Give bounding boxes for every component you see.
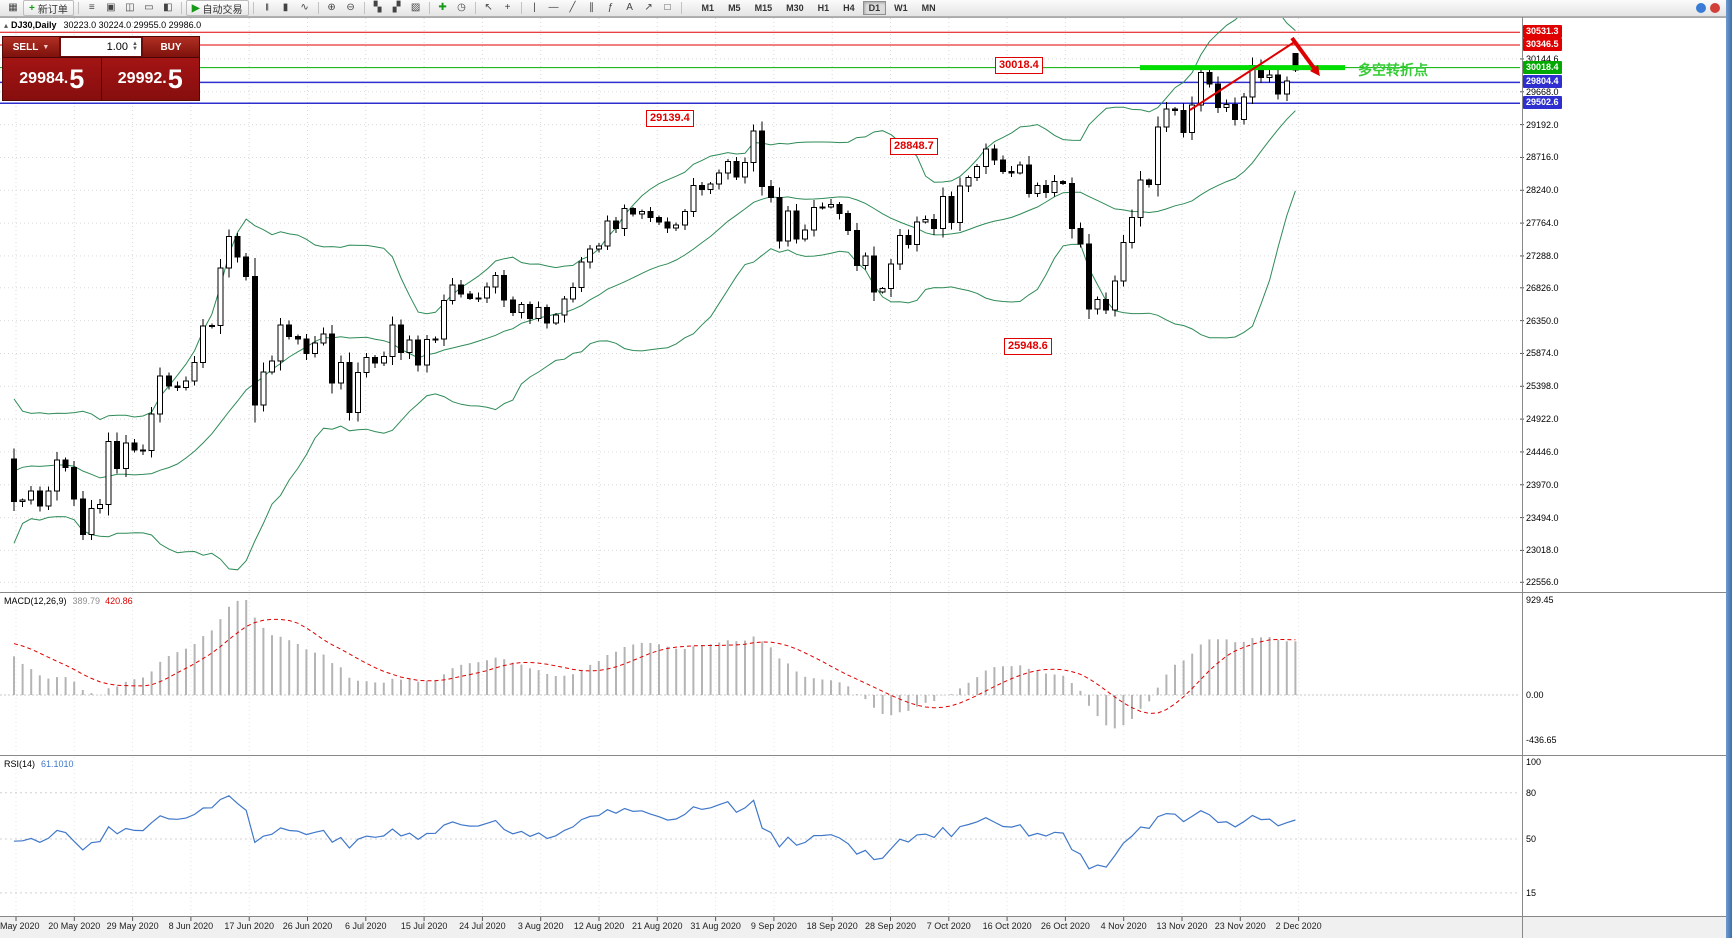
periods-icon[interactable]: ◷ bbox=[457, 2, 466, 13]
fibonacci-icon[interactable]: ƒ bbox=[607, 2, 614, 13]
toolbar-separator bbox=[680, 2, 682, 14]
data-window-icon[interactable]: ▣ bbox=[106, 2, 116, 13]
vertical-line-icon[interactable]: | bbox=[533, 2, 536, 13]
macd-main-value: 389.79 bbox=[72, 596, 101, 606]
volume-input[interactable]: 1.00 ▲ ▼ bbox=[61, 38, 141, 56]
toolbar-separator bbox=[317, 2, 319, 14]
sell-price[interactable]: 29984. 5 bbox=[3, 58, 102, 100]
strategy-tester-icon[interactable]: ◧ bbox=[163, 2, 173, 13]
cursor-icon[interactable]: ↖ bbox=[484, 2, 493, 13]
new-order-button-label: 新订单 bbox=[37, 4, 68, 16]
shapes-icon[interactable]: □ bbox=[664, 2, 671, 13]
sell-button[interactable]: SELL ▼ bbox=[3, 37, 59, 57]
timeframe-w1[interactable]: W1 bbox=[894, 3, 908, 13]
new-order-button[interactable]: + 新订单 bbox=[23, 0, 74, 16]
timeframe-h4[interactable]: H4 bbox=[843, 3, 855, 13]
toolbar-separator bbox=[428, 2, 430, 14]
bar-chart-icon[interactable]: ||| bbox=[265, 4, 268, 11]
connection-status-icon bbox=[1696, 3, 1706, 13]
text-label-icon[interactable]: A bbox=[626, 2, 633, 13]
horizontal-line-icon[interactable]: — bbox=[548, 2, 559, 13]
window-edge bbox=[1726, 0, 1732, 938]
buy-price-big-digit: 5 bbox=[167, 63, 183, 94]
timeframe-m1[interactable]: M1 bbox=[701, 3, 715, 13]
autotrading-button-icon: ▶ bbox=[191, 2, 200, 14]
terminal-icon[interactable]: ▭ bbox=[144, 2, 154, 13]
toolbar-separator bbox=[77, 2, 79, 14]
rsi-indicator-label: RSI(14) 61.1010 bbox=[4, 759, 74, 769]
autotrading-button-label: 自动交易 bbox=[202, 4, 243, 16]
arrow-tool-icon[interactable]: ↗ bbox=[644, 2, 653, 13]
turning-point-label[interactable]: 多空转折点 bbox=[1358, 62, 1428, 78]
buy-price[interactable]: 29992. 5 bbox=[101, 58, 199, 100]
symbol-period-label: DJ30,Daily bbox=[11, 20, 57, 30]
trendline-icon[interactable]: ╱ bbox=[569, 2, 576, 13]
timeframe-m15[interactable]: M15 bbox=[754, 3, 773, 13]
sell-price-main: 29984. bbox=[19, 70, 69, 87]
crosshair-icon[interactable]: + bbox=[504, 2, 511, 13]
auto-arrange-icon[interactable]: ▞ bbox=[392, 2, 401, 13]
templates-icon[interactable]: ▨ bbox=[410, 2, 421, 13]
new-chart-icon[interactable]: ▦ bbox=[8, 2, 18, 13]
chevron-down-icon: ▼ bbox=[42, 43, 50, 51]
macd-signal-value: 420.86 bbox=[105, 596, 133, 606]
zoom-in-icon[interactable]: ⊕ bbox=[327, 2, 336, 13]
zoom-out-icon[interactable]: ⊖ bbox=[346, 2, 355, 13]
toolbar: ▦ + 新订单 ≡ ▣ ◫ ▭ ◧ ▶ 自动交易 ||| ▮ ∿ ⊕ ⊖ ▚ ▞ ▨ ✚ ◷ ↖ + | — ╱ ∥ ƒ A ↗ □ M1 M… bbox=[0, 0, 1732, 17]
sell-button-label: SELL bbox=[12, 41, 39, 53]
macd-name: MACD(12,26,9) bbox=[4, 596, 67, 606]
timeframe-m5[interactable]: M5 bbox=[728, 3, 741, 13]
toolbar-separator bbox=[363, 2, 365, 14]
equidistant-channel-icon[interactable]: ∥ bbox=[589, 2, 595, 13]
timeframe-mn[interactable]: MN bbox=[921, 3, 936, 13]
one-click-collapse-icon[interactable]: ▴ bbox=[4, 21, 9, 30]
volume-value: 1.00 bbox=[106, 41, 129, 53]
chart-header: ▴ DJ30,Daily 30223.0 30224.0 29955.0 29986… bbox=[4, 20, 201, 30]
buy-button-label: BUY bbox=[160, 41, 182, 53]
timeframe-d1[interactable]: D1 bbox=[862, 1, 887, 15]
buy-button[interactable]: BUY bbox=[143, 37, 199, 57]
navigator-icon[interactable]: ◫ bbox=[125, 2, 135, 13]
toolbar-separator bbox=[180, 2, 182, 14]
market-watch-icon[interactable]: ≡ bbox=[88, 2, 95, 13]
toolbar-separator bbox=[520, 2, 522, 14]
toolbar-separator bbox=[474, 2, 476, 14]
rsi-name: RSI(14) bbox=[4, 759, 36, 769]
indicators-icon[interactable]: ✚ bbox=[438, 2, 447, 13]
macd-indicator-label: MACD(12,26,9) 389.79 420.86 bbox=[4, 596, 133, 606]
volume-spinner-icon[interactable]: ▲ ▼ bbox=[132, 41, 138, 52]
autotrading-button[interactable]: ▶ 自动交易 bbox=[185, 0, 249, 16]
news-status-icon bbox=[1710, 3, 1720, 13]
timeframe-h1[interactable]: H1 bbox=[817, 3, 830, 13]
toolbar-separator bbox=[252, 2, 254, 14]
candlestick-chart-icon[interactable]: ▮ bbox=[282, 2, 289, 13]
rsi-value: 61.1010 bbox=[41, 759, 74, 769]
timeframe-bar: M1 M5 M15 M30 H1 H4 D1 W1 MN bbox=[696, 1, 942, 15]
new-order-button-icon: + bbox=[29, 2, 35, 14]
line-chart-icon[interactable]: ∿ bbox=[300, 2, 309, 13]
timeframe-m30[interactable]: M30 bbox=[786, 3, 804, 13]
sell-price-big-digit: 5 bbox=[69, 63, 85, 94]
one-click-trading-panel: SELL ▼ 1.00 ▲ ▼ BUY 29984. 5 29992. 5 bbox=[2, 36, 200, 101]
ohlc-quote: 30223.0 30224.0 29955.0 29986.0 bbox=[63, 20, 202, 30]
tile-windows-icon[interactable]: ▚ bbox=[373, 2, 382, 13]
buy-price-main: 29992. bbox=[117, 70, 167, 87]
